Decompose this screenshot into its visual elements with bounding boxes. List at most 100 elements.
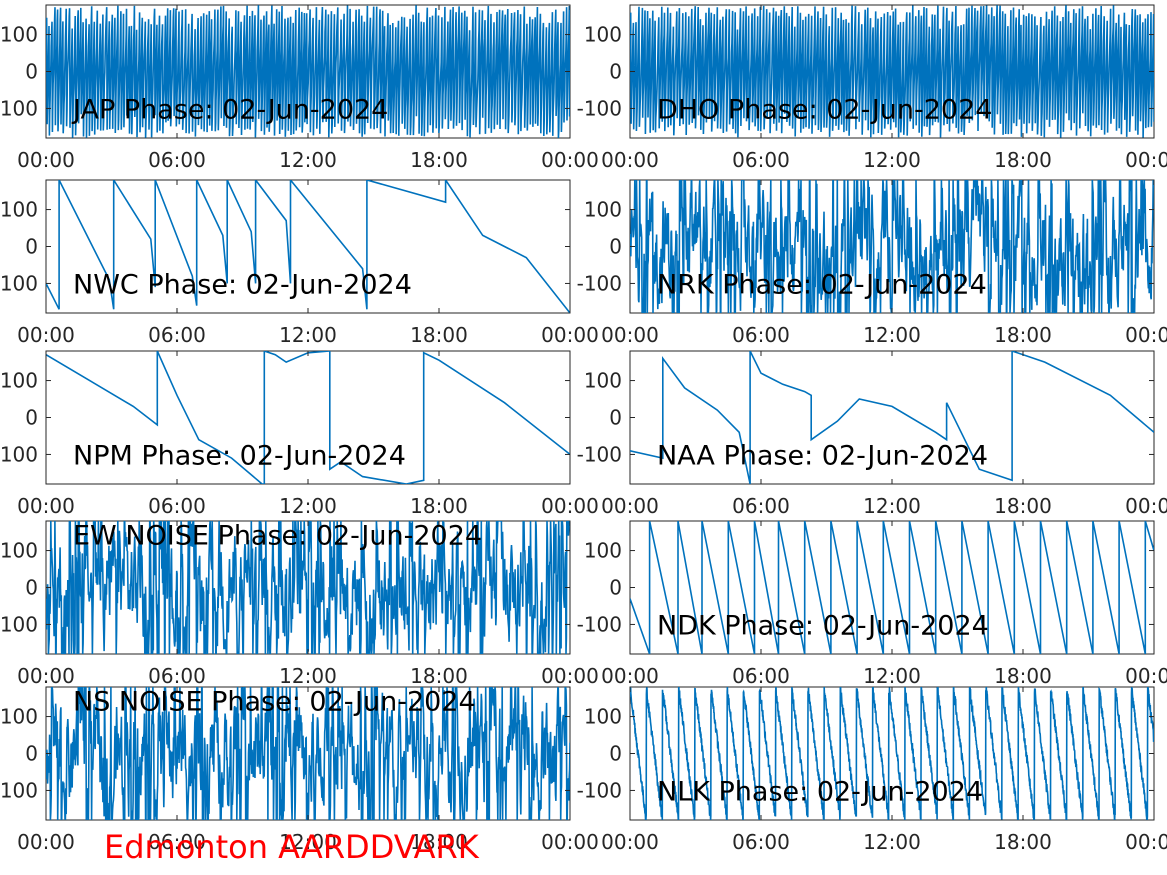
panel-title: NPM Phase: 02-Jun-2024 (73, 441, 406, 472)
x-tick-label: 00:00 (17, 830, 75, 854)
x-tick-label: 00:00 (601, 323, 659, 347)
x-tick-label: 00:00 (17, 494, 75, 518)
x-tick-label: 06:00 (148, 148, 206, 172)
x-tick-label: 06:00 (732, 494, 790, 518)
panel-title: NLK Phase: 02-Jun-2024 (657, 777, 983, 808)
x-tick-label: 00:00 (1125, 148, 1167, 172)
panel-title: NDK Phase: 02-Jun-2024 (657, 611, 989, 642)
x-tick-label: 00:00 (1125, 323, 1167, 347)
y-tick-label: -100 (0, 96, 38, 120)
x-tick-label: 00:00 (601, 494, 659, 518)
phase-series-line (630, 5, 1154, 138)
y-tick-label: 100 (0, 539, 38, 563)
panel-title: NWC Phase: 02-Jun-2024 (73, 270, 412, 301)
panel-title: NAA Phase: 02-Jun-2024 (657, 441, 988, 472)
phase-series-line (46, 5, 570, 138)
phase-panel-8: 00:00 06:00 12:00 18:00 00:00 100 0 -100 NS NOIS… (0, 686, 599, 854)
panel-title: DHO Phase: 02-Jun-2024 (657, 95, 992, 126)
x-tick-label: 00:00 (541, 830, 599, 854)
y-tick-label: -100 (0, 778, 38, 802)
y-tick-label: 100 (0, 23, 38, 47)
y-tick-label: -100 (577, 778, 622, 802)
phase-series-line (630, 351, 1154, 484)
x-tick-label: 12:00 (863, 323, 921, 347)
phase-series-line (630, 180, 1154, 313)
y-tick-label: 0 (609, 742, 622, 766)
x-tick-label: 18:00 (994, 664, 1052, 688)
y-tick-label: 0 (25, 235, 38, 259)
x-tick-label: 06:00 (148, 323, 206, 347)
x-tick-label: 06:00 (148, 830, 206, 854)
y-tick-label: 0 (25, 406, 38, 430)
phase-panel-1: 00:00 06:00 12:00 18:00 00:00 100 0 -100 DHO Pha… (577, 4, 1167, 172)
y-tick-label: 100 (584, 539, 622, 563)
x-tick-label: 12:00 (863, 148, 921, 172)
y-tick-label: 0 (25, 742, 38, 766)
phase-series-line (630, 521, 1154, 654)
x-tick-label: 00:00 (541, 148, 599, 172)
x-tick-label: 18:00 (410, 148, 468, 172)
x-tick-label: 00:00 (1125, 830, 1167, 854)
x-tick-label: 00:00 (17, 664, 75, 688)
x-tick-label: 18:00 (410, 323, 468, 347)
phase-panel-4: 00:00 06:00 12:00 18:00 00:00 100 0 -100 NPM Pha… (0, 350, 599, 518)
phase-panel-7: 00:00 06:00 12:00 18:00 00:00 100 0 -100 NDK Pha… (577, 520, 1167, 688)
x-tick-label: 00:00 (601, 664, 659, 688)
x-tick-label: 12:00 (279, 830, 337, 854)
y-tick-label: 0 (609, 576, 622, 600)
panel-title: NRK Phase: 02-Jun-2024 (657, 270, 987, 301)
x-tick-label: 00:00 (541, 323, 599, 347)
x-tick-label: 06:00 (732, 830, 790, 854)
y-tick-label: 100 (0, 705, 38, 729)
panel-title: NS NOISE Phase: 02-Jun-2024 (73, 686, 476, 717)
panel-title: JAP Phase: 02-Jun-2024 (71, 95, 388, 126)
y-tick-label: 100 (584, 198, 622, 222)
x-tick-label: 00:00 (1125, 664, 1167, 688)
y-tick-label: 0 (25, 60, 38, 84)
x-tick-label: 12:00 (863, 664, 921, 688)
x-tick-label: 18:00 (994, 323, 1052, 347)
x-tick-label: 00:00 (17, 323, 75, 347)
x-tick-label: 00:00 (541, 494, 599, 518)
phase-series-line (46, 521, 570, 654)
x-tick-label: 00:00 (541, 664, 599, 688)
x-tick-label: 06:00 (732, 664, 790, 688)
phase-series-line (46, 351, 570, 484)
x-tick-label: 00:00 (17, 148, 75, 172)
x-tick-label: 06:00 (148, 664, 206, 688)
panel-title: EW NOISE Phase: 02-Jun-2024 (73, 520, 482, 551)
y-tick-label: 100 (0, 369, 38, 393)
phase-series-line (46, 180, 570, 313)
x-tick-label: 12:00 (279, 664, 337, 688)
x-tick-label: 12:00 (279, 494, 337, 518)
x-tick-label: 18:00 (994, 148, 1052, 172)
y-tick-label: 0 (609, 60, 622, 84)
y-tick-label: -100 (577, 612, 622, 636)
x-tick-label: 18:00 (410, 830, 468, 854)
y-tick-label: -100 (0, 442, 38, 466)
y-tick-label: 0 (609, 235, 622, 259)
phase-panel-9: 00:00 06:00 12:00 18:00 00:00 100 0 -100 NLK Pha… (577, 686, 1167, 854)
phase-panel-6: 00:00 06:00 12:00 18:00 00:00 100 0 -100 EW NOIS… (0, 520, 599, 688)
x-tick-label: 00:00 (601, 148, 659, 172)
x-tick-label: 12:00 (863, 830, 921, 854)
x-tick-label: 18:00 (994, 494, 1052, 518)
y-tick-label: -100 (577, 271, 622, 295)
x-tick-label: 18:00 (410, 494, 468, 518)
y-tick-label: 0 (25, 576, 38, 600)
panel-frame (45, 350, 571, 485)
phase-panel-3: 00:00 06:00 12:00 18:00 00:00 100 0 -100 NRK Pha… (577, 179, 1167, 347)
x-tick-label: 12:00 (863, 494, 921, 518)
x-tick-label: 00:00 (601, 830, 659, 854)
y-tick-label: 100 (584, 705, 622, 729)
y-tick-label: -100 (0, 271, 38, 295)
phase-panel-0: 00:00 06:00 12:00 18:00 00:00 100 0 -100 JAP Pha… (0, 4, 599, 172)
y-tick-label: 0 (609, 406, 622, 430)
y-tick-label: 100 (0, 198, 38, 222)
x-tick-label: 06:00 (148, 494, 206, 518)
x-tick-label: 18:00 (994, 830, 1052, 854)
x-tick-label: 12:00 (279, 148, 337, 172)
station-label: Edmonton AARDDVARK (104, 828, 479, 866)
phase-panel-2: 00:00 06:00 12:00 18:00 00:00 100 0 -100 NWC Pha… (0, 179, 599, 347)
